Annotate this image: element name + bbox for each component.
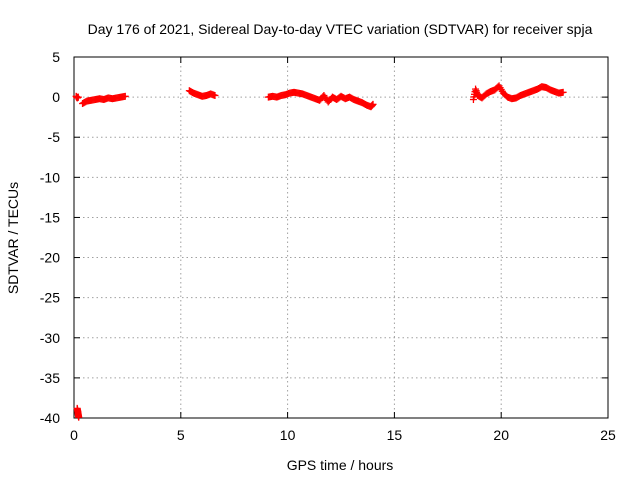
y-tick-label: -5 (48, 129, 61, 145)
x-tick-label: 10 (280, 427, 296, 443)
x-tick-label: 5 (177, 427, 185, 443)
data-point (75, 413, 83, 421)
x-tick-label: 15 (387, 427, 403, 443)
grid-layer (74, 57, 608, 418)
x-tick-label: 20 (493, 427, 509, 443)
plot-frame (73, 56, 609, 419)
x-tick-label: 25 (600, 427, 616, 443)
y-tick-label: -10 (40, 169, 60, 185)
x-axis-label: GPS time / hours (287, 457, 394, 473)
y-tick-label: -15 (40, 209, 60, 225)
data-point (211, 92, 219, 100)
y-tick-label: -20 (40, 250, 60, 266)
x-tick-label: 0 (70, 427, 78, 443)
y-tick-label: -40 (40, 410, 60, 426)
y-tick-label: -30 (40, 330, 60, 346)
y-tick-label: -35 (40, 370, 60, 386)
data-point (74, 93, 82, 101)
data-point (369, 100, 377, 108)
y-tick-label: 5 (52, 49, 60, 65)
y-tick-label: -25 (40, 290, 60, 306)
data-point (559, 88, 567, 96)
chart-title: Day 176 of 2021, Sidereal Day-to-day VTE… (88, 21, 593, 37)
data-marks (72, 82, 567, 421)
y-tick-label: 0 (52, 89, 60, 105)
y-axis-label: SDTVAR / TECUs (5, 182, 21, 294)
data-point (121, 92, 129, 100)
tick-layer: 0 5 10 15 20 25 5 0 -5 -10 -15 -20 -25 -30 -35 -40 (40, 49, 616, 443)
